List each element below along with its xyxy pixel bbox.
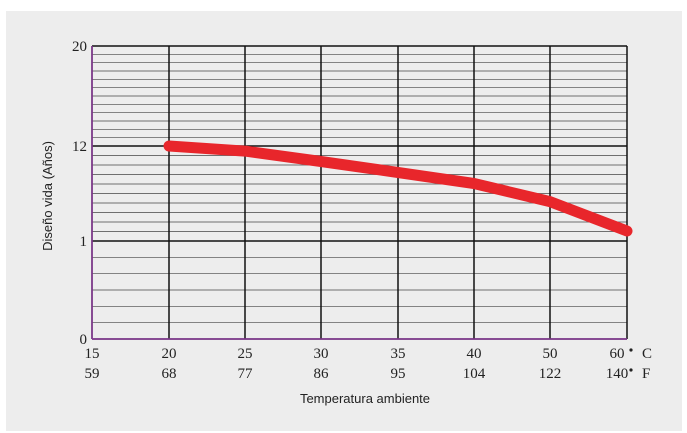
x-unit-celsius: C — [642, 346, 652, 362]
x-unit-fahrenheit: F — [642, 366, 650, 382]
x-tick-label-celsius: 40 — [467, 346, 482, 362]
x-tick-label-fahrenheit: 104 — [463, 366, 486, 382]
x-tick-label-celsius: 35 — [391, 346, 406, 362]
x-tick-label-fahrenheit: 68 — [162, 366, 177, 382]
y-tick-labels: 0 1 12 20 — [72, 39, 87, 348]
minor-gridlines — [92, 53, 627, 324]
y-axis-label: Diseño vida (Años) — [40, 141, 55, 251]
x-tick-label-fahrenheit: 59 — [85, 366, 100, 382]
axes — [91, 46, 627, 340]
y-tick-label: 12 — [72, 139, 87, 155]
x-tick-label-celsius: 60 — [610, 346, 625, 362]
y-tick-label: 20 — [72, 39, 87, 55]
x-tick-label-celsius: 15 — [85, 346, 100, 362]
x-tick-label-fahrenheit: 86 — [314, 366, 330, 382]
x-tick-label-celsius: 25 — [238, 346, 253, 362]
degree-mark — [629, 368, 633, 372]
x-tick-label-celsius: 20 — [162, 346, 177, 362]
x-tick-label-celsius: 30 — [314, 346, 329, 362]
x-tick-label-fahrenheit: 122 — [539, 366, 562, 382]
chart-panel — [6, 11, 682, 431]
x-axis-label: Temperatura ambiente — [300, 391, 430, 406]
data-series — [163, 140, 633, 237]
x-tick-label-fahrenheit: 95 — [391, 366, 406, 382]
y-tick-label: 0 — [80, 332, 88, 348]
x-tick-label-celsius: 50 — [543, 346, 558, 362]
y-tick-label: 1 — [80, 234, 88, 250]
degree-mark — [629, 348, 633, 352]
x-tick-label-fahrenheit: 77 — [238, 366, 254, 382]
major-gridlines — [91, 45, 628, 340]
x-tick-label-fahrenheit: 140 — [606, 366, 629, 382]
x-tick-labels: 15 59 20 68 25 77 30 86 35 95 40 104 50 122 60 140 — [85, 346, 633, 382]
